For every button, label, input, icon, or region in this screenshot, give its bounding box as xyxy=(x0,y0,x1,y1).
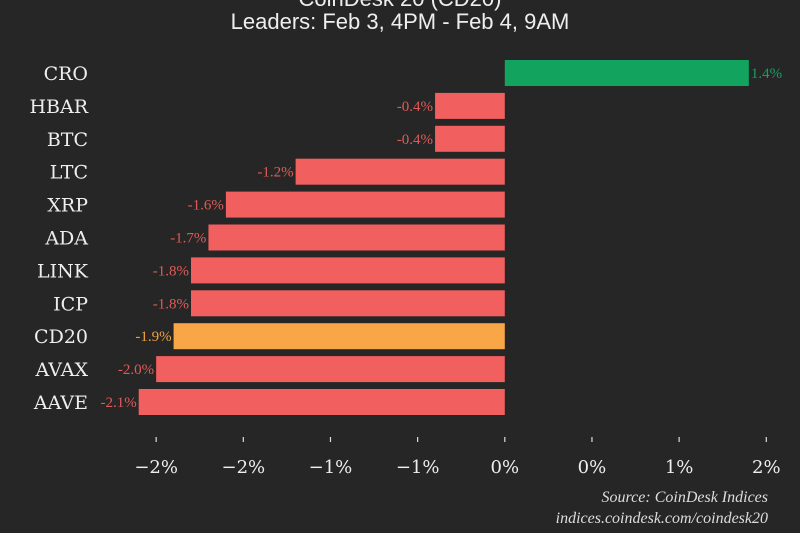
bar-cro xyxy=(504,60,749,86)
category-label: AVAX xyxy=(35,359,89,381)
bar-link xyxy=(191,257,505,284)
data-label: -0.4% xyxy=(397,99,433,115)
bar-btc xyxy=(435,125,505,152)
data-label: -1.7% xyxy=(170,231,206,247)
x-tick-label: 0% xyxy=(578,457,607,478)
data-label: -1.2% xyxy=(257,165,293,181)
bar-ada xyxy=(208,224,505,251)
category-label: CRO xyxy=(44,63,88,85)
source-note: Source: CoinDesk Indices xyxy=(601,489,768,506)
category-label: BTC xyxy=(47,129,88,151)
data-label: -2.0% xyxy=(118,362,154,378)
source-url: indices.coindesk.com/coindesk20 xyxy=(555,510,768,527)
data-label: -1.6% xyxy=(188,198,224,214)
category-label: LINK xyxy=(37,260,89,282)
bar-hbar xyxy=(435,92,505,119)
x-tick-label: 1% xyxy=(665,457,694,478)
category-label: ADA xyxy=(44,228,88,250)
bar-ltc xyxy=(295,158,505,185)
chart-subtitle: Leaders: Feb 3, 4PM - Feb 4, 9AM xyxy=(230,9,570,34)
category-label: HBAR xyxy=(29,96,88,118)
bar-avax xyxy=(156,356,505,383)
x-tick-label: −2% xyxy=(134,457,178,478)
data-label: 1.4% xyxy=(751,66,782,82)
bar-aave xyxy=(138,389,505,415)
x-tick-label: −1% xyxy=(309,457,353,478)
data-label: -1.8% xyxy=(153,263,189,279)
bar-xrp xyxy=(225,191,505,218)
x-tick-label: −2% xyxy=(221,457,265,478)
bar-icp xyxy=(191,290,505,317)
x-tick-label: 0% xyxy=(491,457,520,478)
category-label: AAVE xyxy=(33,392,88,414)
chart-title: CoinDesk 20 (CD20) xyxy=(0,0,800,12)
data-label: -0.4% xyxy=(397,132,433,148)
category-label: LTC xyxy=(50,162,88,184)
category-label: XRP xyxy=(47,195,88,217)
x-tick-label: 2% xyxy=(752,457,781,478)
data-label: -1.8% xyxy=(153,296,189,312)
category-label: ICP xyxy=(53,293,88,315)
data-label: -2.1% xyxy=(100,395,136,411)
category-label: CD20 xyxy=(34,326,88,348)
data-label: -1.9% xyxy=(135,329,171,345)
bar-cd20 xyxy=(173,323,505,350)
x-tick-label: −1% xyxy=(396,457,440,478)
